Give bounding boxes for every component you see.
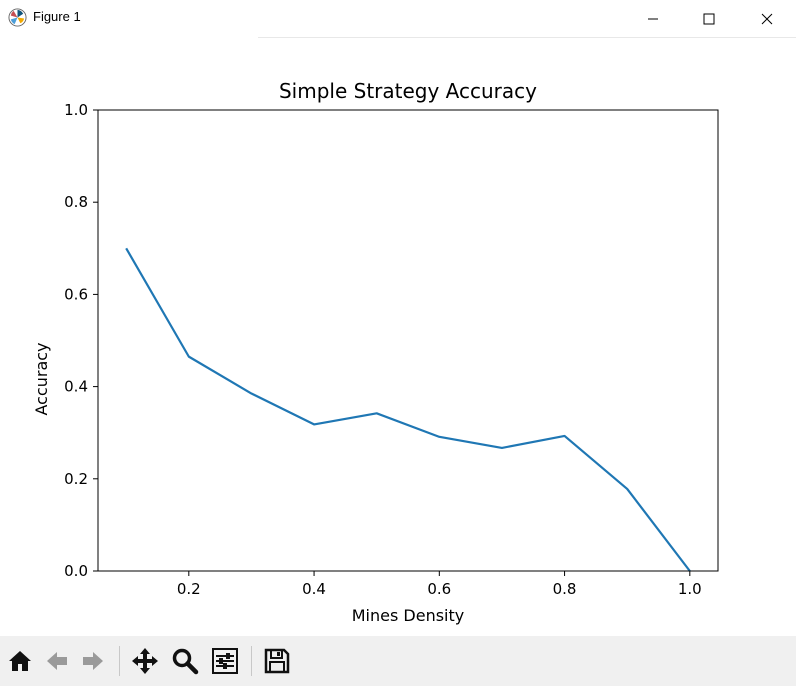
x-axis-label: Mines Density [352,606,464,625]
line-chart: Simple Strategy Accuracy Mines Density A… [32,79,719,625]
zoom-button[interactable] [170,645,200,677]
move-icon [132,648,158,674]
y-tick-label: 0.0 [64,562,88,580]
x-tick-label: 0.2 [177,580,201,598]
y-tick-label: 1.0 [64,101,88,119]
navigation-toolbar [0,636,796,686]
x-tick-label: 0.8 [553,580,577,598]
save-button[interactable] [262,645,292,677]
matplotlib-logo-icon [8,8,27,27]
back-button[interactable] [42,645,72,677]
x-tick-label: 0.6 [427,580,451,598]
x-tick-label: 0.4 [302,580,326,598]
maximize-icon [703,13,715,24]
minimize-button[interactable] [630,0,676,37]
arrow-right-icon [83,652,103,670]
y-tick-label: 0.2 [64,470,88,488]
home-icon [9,651,31,671]
toolbar-separator [251,646,252,676]
axes-frame [97,109,719,572]
ticks-layer: 0.2 0.4 0.6 0.8 1.0 0.0 0.2 0.4 0.6 0.8 1.0 [64,101,702,598]
home-button[interactable] [5,645,35,677]
y-tick-label: 0.8 [64,193,88,211]
y-tick-label: 0.6 [64,285,88,303]
close-icon [761,13,773,24]
configure-subplots-button[interactable] [210,645,240,677]
series-line [125,247,691,572]
window-titlebar: Figure 1 [0,0,796,37]
figure-canvas[interactable]: Simple Strategy Accuracy Mines Density A… [0,38,796,636]
close-button[interactable] [744,0,790,37]
magnifier-icon [172,648,199,675]
y-axis-label: Accuracy [32,342,51,415]
y-tick-label: 0.4 [64,378,88,396]
floppy-disk-icon [264,648,290,674]
series-layer [125,247,691,572]
chart-title: Simple Strategy Accuracy [279,79,537,103]
pan-button[interactable] [130,645,160,677]
window-title: Figure 1 [33,9,81,24]
arrow-left-icon [47,652,67,670]
sliders-icon [212,648,238,674]
x-tick-label: 1.0 [678,580,702,598]
toolbar-separator [119,646,120,676]
titlebar-divider [258,37,796,38]
forward-button[interactable] [78,645,108,677]
maximize-button[interactable] [686,0,732,37]
minimize-icon [648,18,658,19]
